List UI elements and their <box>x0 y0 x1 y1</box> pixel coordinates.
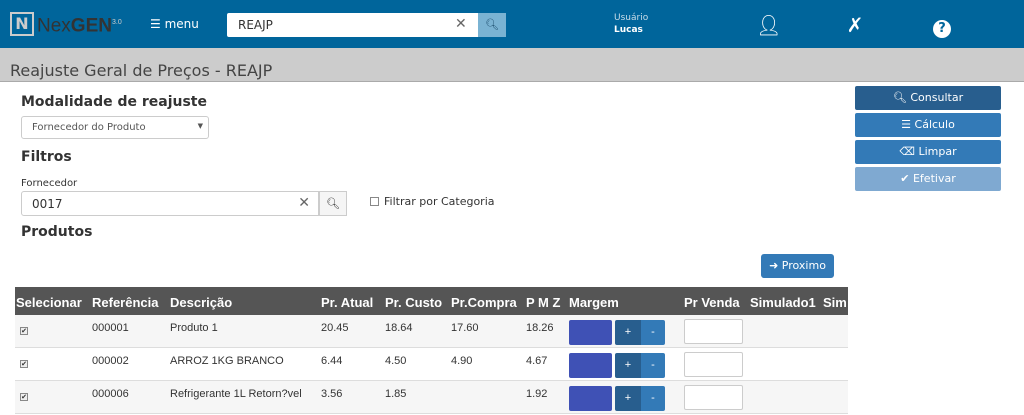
global-search-input[interactable]: REAJP <box>238 18 273 32</box>
filtros-heading: Filtros <box>21 149 72 165</box>
cell-ref: 000006 <box>92 388 129 400</box>
search-icon: 🔍︎ <box>326 197 340 210</box>
search-icon: 🔍︎ <box>892 91 907 104</box>
fornecedor-search-button[interactable]: 🔍︎ <box>319 191 347 216</box>
caret-down-icon: ▼ <box>197 122 203 130</box>
column-header: Sim <box>823 295 847 310</box>
tools-icon[interactable]: ✗ <box>846 13 864 37</box>
modalidade-select[interactable]: Fornecedor do Produto ▼ <box>21 116 209 139</box>
check-icon: ✔ <box>900 172 910 185</box>
decrease-button[interactable]: - <box>641 320 665 345</box>
page-title: Reajuste Geral de Preços - REAJP <box>10 61 273 80</box>
user-info: Usuário Lucas <box>614 13 649 35</box>
help-icon[interactable]: ? <box>930 13 954 38</box>
logo-mark-icon: N <box>10 12 34 36</box>
checkbox[interactable] <box>370 197 379 206</box>
margem-input[interactable] <box>569 353 612 378</box>
cell-atual: 20.45 <box>321 322 349 334</box>
select-checkbox[interactable]: ✔ <box>20 360 28 368</box>
list-icon: ☰ <box>901 118 912 131</box>
column-header: Simulado1 <box>750 295 816 310</box>
column-header: Referência <box>92 295 159 310</box>
column-header: Pr Venda <box>684 295 740 310</box>
cell-ref: 000001 <box>92 322 129 334</box>
calculo-button[interactable]: ☰ Cálculo <box>855 113 1001 137</box>
cell-pmz: 4.67 <box>526 355 548 367</box>
cell-custo: 18.64 <box>385 322 413 334</box>
column-header: Pr. Custo <box>385 295 443 310</box>
produtos-table: Selecionar Referência Descrição Pr. Atual Pr… <box>15 287 848 414</box>
column-header: P M Z <box>526 295 561 310</box>
filtrar-categoria-checkbox[interactable]: Filtrar por Categoria <box>370 195 495 208</box>
table-row: ✔ 000002 ARROZ 1KG BRANCO 6.44 4.50 4.90 4.67 +… <box>15 348 848 381</box>
eraser-icon: ⌫ <box>899 145 915 158</box>
select-checkbox[interactable]: ✔ <box>20 327 28 335</box>
column-header: Selecionar <box>16 295 82 310</box>
margem-input[interactable] <box>569 320 612 345</box>
proximo-button[interactable]: ➜ Proximo <box>761 254 834 278</box>
increase-button[interactable]: + <box>615 353 641 378</box>
clear-icon[interactable]: ✕ <box>298 195 310 211</box>
top-header: N NexGEN3.0 ☰ menu REAJP ✕ 🔍︎ Usuário Luc… <box>0 0 1024 48</box>
search-button[interactable]: 🔍︎ <box>478 13 506 37</box>
column-header: Descrição <box>170 295 233 310</box>
column-header: Pr.Compra <box>451 295 517 310</box>
decrease-button[interactable]: - <box>641 386 665 411</box>
column-header: Margem <box>569 295 619 310</box>
pr-venda-input[interactable] <box>684 319 743 344</box>
decrease-button[interactable]: - <box>641 353 665 378</box>
cell-custo: 4.50 <box>385 355 407 367</box>
global-search[interactable]: REAJP ✕ 🔍︎ <box>227 13 506 37</box>
cell-custo: 1.85 <box>385 388 407 400</box>
select-checkbox[interactable]: ✔ <box>20 393 28 401</box>
margem-input[interactable] <box>569 386 612 411</box>
produtos-heading: Produtos <box>21 224 93 240</box>
consultar-button[interactable]: 🔍︎ Consultar <box>855 86 1001 110</box>
modalidade-heading: Modalidade de reajuste <box>21 94 207 110</box>
table-header: Selecionar Referência Descrição Pr. Atual Pr… <box>15 287 848 315</box>
cell-atual: 6.44 <box>321 355 343 367</box>
cell-atual: 3.56 <box>321 388 343 400</box>
efetivar-button[interactable]: ✔ Efetivar <box>855 167 1001 191</box>
table-row: ✔ 000006 Refrigerante 1L Retorn?vel 3.56 1.8… <box>15 381 848 414</box>
fornecedor-label: Fornecedor <box>21 178 78 189</box>
cell-desc: Produto 1 <box>170 322 218 334</box>
arrow-right-icon: ➜ <box>769 259 779 272</box>
limpar-button[interactable]: ⌫ Limpar <box>855 140 1001 164</box>
title-bar: Reajuste Geral de Preços - REAJP <box>0 48 1024 82</box>
clear-icon[interactable]: ✕ <box>455 16 467 32</box>
table-row: ✔ 000001 Produto 1 20.45 18.64 17.60 18.26 + - <box>15 315 848 348</box>
pr-venda-input[interactable] <box>684 352 743 377</box>
hamburger-icon: ☰ <box>150 17 161 31</box>
fornecedor-input[interactable]: 0017 ✕ <box>21 191 319 216</box>
menu-button[interactable]: ☰ menu <box>150 17 199 31</box>
cell-pmz: 1.92 <box>526 388 548 400</box>
pr-venda-input[interactable] <box>684 385 743 410</box>
cell-desc: ARROZ 1KG BRANCO <box>170 355 284 367</box>
cell-compra: 17.60 <box>451 322 479 334</box>
cell-pmz: 18.26 <box>526 322 554 334</box>
increase-button[interactable]: + <box>615 320 641 345</box>
column-header: Pr. Atual <box>321 295 374 310</box>
increase-button[interactable]: + <box>615 386 641 411</box>
cell-desc: Refrigerante 1L Retorn?vel <box>170 388 302 400</box>
user-icon[interactable]: 👤︎ <box>756 13 782 37</box>
nexgen-logo[interactable]: N NexGEN3.0 <box>10 12 122 37</box>
search-icon: 🔍︎ <box>485 18 499 31</box>
cell-compra: 4.90 <box>451 355 473 367</box>
cell-ref: 000002 <box>92 355 129 367</box>
